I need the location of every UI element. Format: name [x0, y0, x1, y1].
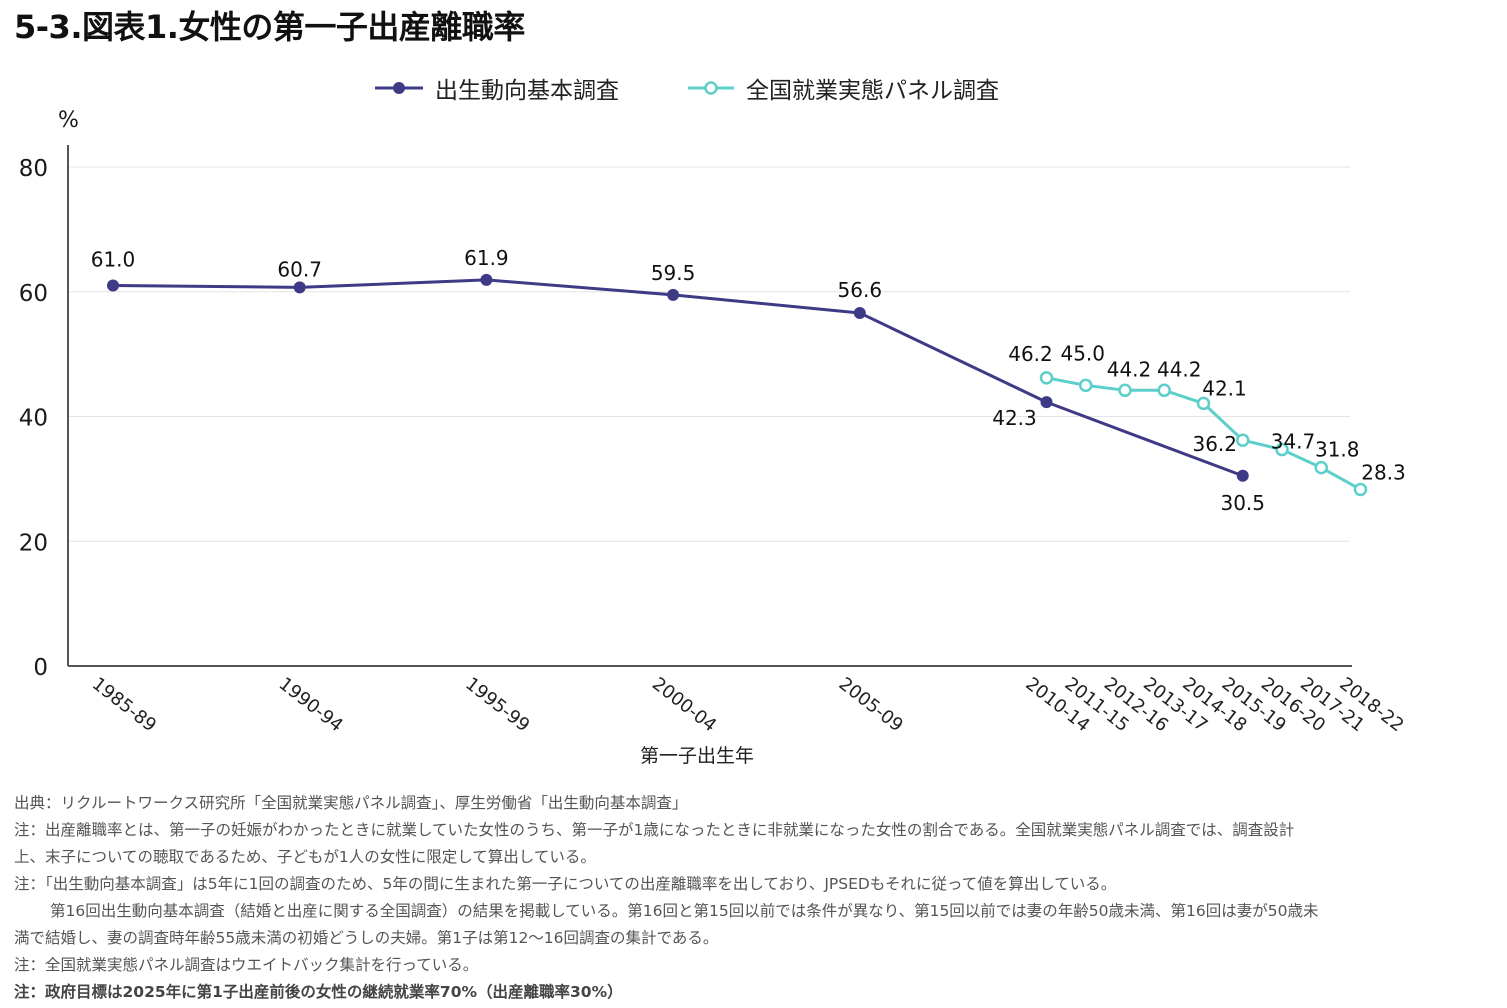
y-tick-label: 80 — [19, 156, 48, 182]
data-point — [1353, 482, 1368, 497]
chart-legend: 出生動向基本調査 全国就業実態パネル調査 — [0, 70, 1507, 106]
note-government-target: 注：政府目標は2025年に第1子出産前後の女性の継続就業率70%（出産離職率30… — [14, 983, 623, 1001]
data-point — [1118, 383, 1132, 398]
data-point — [1079, 378, 1093, 393]
data-label: 28.3 — [1361, 460, 1406, 484]
data-point — [480, 273, 493, 286]
data-label: 59.5 — [651, 261, 696, 285]
line-chart: 0 20 40 60 80% 1985-89 1990-94 1995-99 2000-04 20… — [19, 108, 1408, 767]
x-tick-label: 2000-04 — [648, 673, 720, 736]
data-label: 30.5 — [1220, 491, 1265, 515]
note-definition: 注：出産離職率とは、第一子の妊娠がわかったときに就業していた女性のうち、第一子が… — [14, 821, 1295, 839]
data-label: 44.2 — [1157, 357, 1202, 381]
note-definition-cont: 上、末子についての聴取であるため、子どもが1人の女性に限定して算出している。 — [14, 848, 596, 866]
series-line-shussei — [112, 278, 1244, 478]
data-label: 61.0 — [91, 248, 136, 272]
data-point — [1236, 469, 1249, 482]
note-survey-interval: 注：「出生動向基本調査」は5年に1回の調査のため、5年の間に生まれた第一子につい… — [14, 875, 1117, 893]
y-tick-label: 0 — [33, 655, 48, 681]
y-tick-label: 20 — [19, 530, 48, 556]
y-tick-label: 60 — [19, 281, 48, 307]
legend-marker-filled-icon — [375, 82, 423, 94]
data-label: 60.7 — [277, 257, 322, 281]
data-label: 56.6 — [838, 278, 883, 302]
x-tick-label: 2005-09 — [835, 673, 907, 736]
data-point — [1314, 460, 1328, 475]
data-point — [667, 288, 680, 301]
note-source: 出典：リクルートワークス研究所「全国就業実態パネル調査」、厚生労働省「出生動向基… — [14, 794, 688, 812]
data-label: 42.1 — [1202, 376, 1247, 400]
x-tick-label: 1995-99 — [461, 673, 533, 736]
data-label: 36.2 — [1192, 432, 1237, 456]
page-title: 5-3.図表1.女性の第一子出産離職率 — [14, 8, 525, 46]
legend-marker-hollow-icon — [688, 81, 734, 95]
legend-label-jpsed: 全国就業実態パネル調査 — [746, 78, 999, 104]
data-label: 46.2 — [1008, 342, 1053, 366]
note-weightback: 注：全国就業実態パネル調査はウエイトバック集計を行っている。 — [14, 956, 479, 974]
data-label: 31.8 — [1315, 438, 1360, 462]
legend-item-shussei: 出生動向基本調査 — [375, 70, 619, 106]
data-point — [1196, 396, 1211, 411]
note-survey-16th-cont: 満で結婚し、妻の調査時年齢55歳未満の初婚どうしの夫婦。第1子は第12～16回調… — [14, 929, 719, 947]
data-point — [107, 279, 119, 292]
data-point — [1039, 371, 1054, 385]
data-label: 42.3 — [992, 406, 1037, 430]
data-label: 34.7 — [1271, 430, 1316, 454]
data-point — [1040, 396, 1053, 409]
data-point — [1275, 442, 1289, 457]
data-point — [853, 306, 866, 319]
data-point — [1236, 433, 1250, 447]
legend-label-shussei: 出生動向基本調査 — [435, 78, 619, 104]
data-label: 61.9 — [464, 246, 509, 270]
x-tick-label: 1985-89 — [88, 673, 160, 736]
data-point — [1157, 383, 1171, 398]
data-point — [293, 281, 306, 294]
legend-item-jpsed: 全国就業実態パネル調査 — [688, 70, 999, 106]
y-tick-label: 40 — [19, 406, 48, 432]
note-survey-16th: 第16回出生動向基本調査（結婚と出産に関する全国調査）の結果を掲載している。第1… — [50, 902, 1319, 920]
x-axis-title: 第一子出生年 — [640, 745, 754, 767]
y-axis-unit-label: % — [58, 108, 79, 133]
x-tick-label: 1990-94 — [275, 673, 347, 736]
data-label: 45.0 — [1060, 341, 1105, 365]
notes-section: 出典：リクルートワークス研究所「全国就業実態パネル調査」、厚生労働省「出生動向基… — [14, 790, 1504, 1006]
data-label: 44.2 — [1107, 357, 1152, 381]
